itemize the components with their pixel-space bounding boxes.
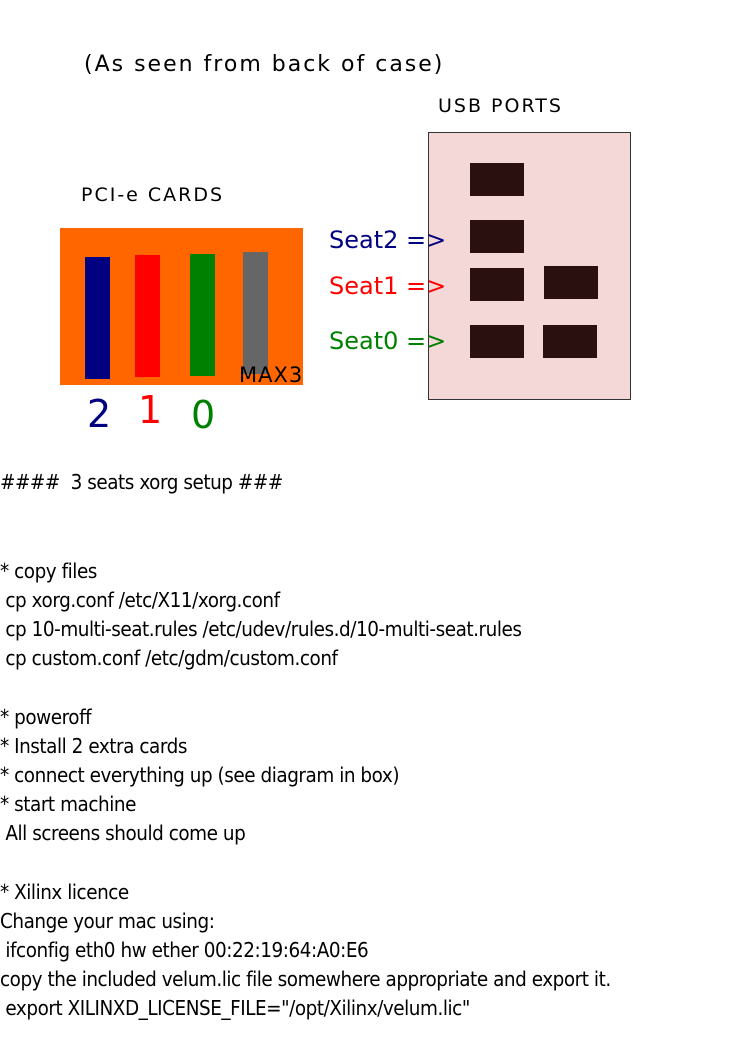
instruction-line: * poweroff <box>0 705 92 729</box>
instruction-line: * Xilinx licence <box>0 880 129 904</box>
card-number-2: 2 <box>87 392 112 436</box>
usb-port <box>470 163 524 196</box>
instruction-line: cp custom.conf /etc/gdm/custom.conf <box>0 646 338 670</box>
setup-heading: #### 3 seats xorg setup ### <box>0 470 283 494</box>
usb-port-seat1-a <box>470 268 524 301</box>
instruction-line: * connect everything up (see diagram in … <box>0 763 400 787</box>
usb-port-seat0-b <box>543 325 597 358</box>
instruction-line: export XILINXD_LICENSE_FILE="/opt/Xilinx… <box>0 996 470 1020</box>
card-number-1: 1 <box>138 388 163 432</box>
usb-port-seat0-a <box>470 325 524 358</box>
instruction-line: All screens should come up <box>0 821 246 845</box>
instruction-line: copy the included velum.lic file somewhe… <box>0 967 611 991</box>
instruction-line: cp xorg.conf /etc/X11/xorg.conf <box>0 588 280 612</box>
seat1-label: Seat1 => <box>329 272 447 300</box>
card-number-0: 0 <box>191 393 216 437</box>
instruction-line: * copy files <box>0 559 97 583</box>
pci-cards-title: PCI-e CARDS <box>81 184 225 206</box>
seat0-label: Seat0 => <box>329 327 447 355</box>
seat2-label: Seat2 => <box>329 226 447 254</box>
usb-port-seat1-b <box>544 266 598 299</box>
diagram-subtitle: (As seen from back of case) <box>84 52 445 77</box>
instruction-line: ifconfig eth0 hw ether 00:22:19:64:A0:E6 <box>0 938 369 962</box>
pci-card-max3 <box>243 252 268 374</box>
usb-port-seat2 <box>470 220 524 253</box>
usb-ports-box <box>428 132 631 400</box>
pci-card-0 <box>190 254 215 376</box>
instruction-line: * start machine <box>0 792 136 816</box>
instruction-line: Change your mac using: <box>0 909 215 933</box>
usb-ports-title: USB PORTS <box>438 95 563 117</box>
instruction-line: * Install 2 extra cards <box>0 734 187 758</box>
instruction-line: cp 10-multi-seat.rules /etc/udev/rules.d… <box>0 617 522 641</box>
pci-card-1 <box>135 255 160 377</box>
max3-label: MAX3 <box>239 363 304 387</box>
pci-card-2 <box>85 257 110 379</box>
